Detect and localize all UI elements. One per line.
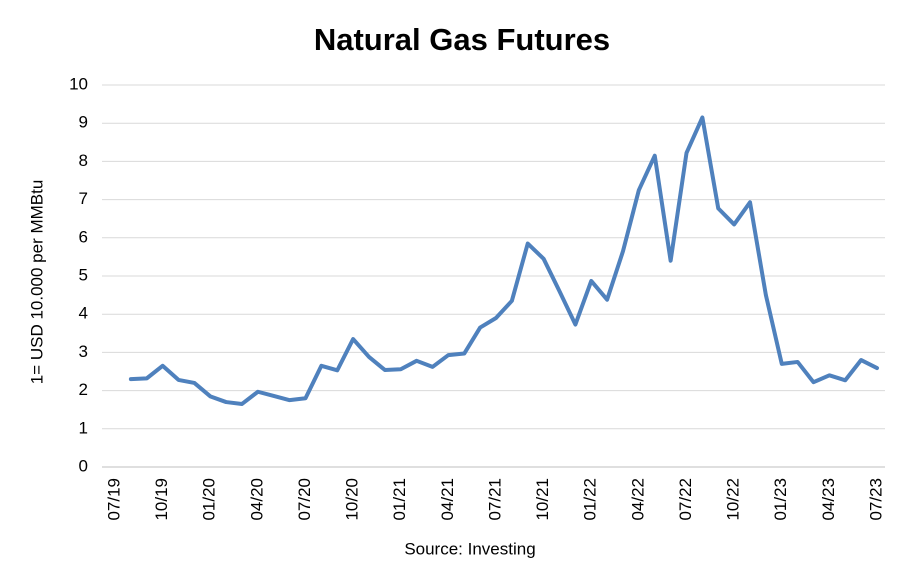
chart-title: Natural Gas Futures bbox=[314, 22, 610, 57]
x-tick-label: 10/21 bbox=[533, 478, 552, 521]
y-tick-label: 3 bbox=[79, 342, 88, 361]
y-tick-label: 6 bbox=[79, 227, 88, 246]
y-tick-label: 5 bbox=[79, 265, 88, 284]
x-tick-label: 04/21 bbox=[438, 478, 457, 521]
y-axis-title: 1= USD 10.000 per MMBtu bbox=[27, 180, 46, 385]
y-tick-label: 0 bbox=[79, 456, 88, 475]
y-tick-label: 7 bbox=[79, 189, 88, 208]
y-tick-label: 2 bbox=[79, 380, 88, 399]
x-tick-label: 01/23 bbox=[771, 478, 790, 521]
x-axis-title: Source: Investing bbox=[404, 539, 535, 558]
y-tick-label: 9 bbox=[79, 113, 88, 132]
x-tick-label: 10/19 bbox=[152, 478, 171, 521]
x-tick-label: 07/21 bbox=[485, 478, 504, 521]
x-tick-label: 01/22 bbox=[581, 478, 600, 521]
y-tick-label: 8 bbox=[79, 151, 88, 170]
y-tick-label: 10 bbox=[69, 74, 88, 93]
x-tick-label: 07/23 bbox=[866, 478, 885, 521]
data-line bbox=[128, 115, 879, 406]
x-tick-label: 04/20 bbox=[247, 478, 266, 521]
x-tick-label: 07/19 bbox=[104, 478, 123, 521]
x-tick-label: 10/22 bbox=[724, 478, 743, 521]
y-tick-label: 4 bbox=[79, 304, 88, 323]
x-tick-label: 04/22 bbox=[628, 478, 647, 521]
x-tick-label: 01/20 bbox=[200, 478, 219, 521]
x-tick-label: 07/20 bbox=[295, 478, 314, 521]
x-tick-label: 10/20 bbox=[343, 478, 362, 521]
x-tick-label: 01/21 bbox=[390, 478, 409, 521]
x-tick-label: 04/23 bbox=[819, 478, 838, 521]
x-tick-label: 07/22 bbox=[676, 478, 695, 521]
y-tick-label: 1 bbox=[79, 418, 88, 437]
